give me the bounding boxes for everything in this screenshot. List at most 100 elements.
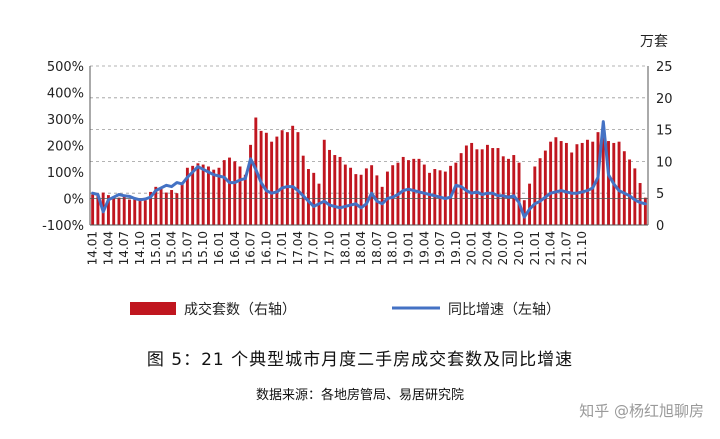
x-tick-label: 21.10 [575,231,589,265]
right-tick-label: 10 [656,155,673,170]
x-tick-label: 16.04 [228,231,242,265]
x-tick-label: 15.10 [196,231,210,265]
x-tick-label: 18.10 [386,231,400,265]
bar [296,132,300,225]
right-axis-unit: 万套 [640,34,668,50]
figure-caption: 图 5：21 个典型城市月度二手房成交套数及同比增速 [146,350,574,370]
bar [554,137,558,225]
x-tick-label: 18.01 [338,231,352,265]
bar [154,186,158,225]
grid-lines [90,65,648,194]
x-tick-label: 17.01 [275,231,289,265]
bar [264,132,268,225]
bar [349,167,353,225]
x-tick-label: 20.10 [512,231,526,265]
bar [307,169,310,225]
bar [491,148,495,225]
bar [622,151,626,225]
left-tick-label: 200% [47,140,84,155]
x-tick-label: 21.04 [544,231,558,265]
bar [164,192,168,225]
bar [533,166,537,225]
legend-bar-label: 成交套数（右轴） [184,301,296,318]
bar [559,141,563,225]
bar [496,148,500,225]
bar [338,156,342,225]
bar [122,197,126,225]
bar [206,166,210,225]
bar [280,130,284,225]
bar [528,183,532,225]
bar [143,200,147,225]
x-tick-label: 19.10 [449,231,463,265]
right-tick-label: 25 [656,60,673,75]
bar [328,149,331,225]
legend-bar-swatch [130,302,176,315]
bar [475,149,479,225]
bar [243,174,247,225]
bar [501,156,505,225]
bar [275,136,279,225]
bar [364,168,368,225]
bar [175,193,179,225]
bar [222,160,226,225]
bar [580,142,584,225]
x-tick-label: 17.04 [291,231,305,265]
x-tick-label: 18.07 [370,231,384,265]
bar [422,164,426,225]
x-tick-label: 20.04 [480,231,494,265]
bar [470,142,474,225]
bar [459,153,463,225]
x-tick-label: 14.10 [133,231,147,265]
bar [291,125,295,225]
bar [312,172,316,225]
bar [138,198,142,225]
bar [228,157,231,225]
bar [359,174,363,225]
legend-line-label: 同比增速（左轴） [448,302,560,318]
bar [522,200,526,225]
bar [464,145,468,225]
x-tick-label: 21.01 [528,231,542,265]
bar [391,165,395,225]
bar [185,167,189,225]
x-tick-label: 19.07 [433,231,447,265]
bar [96,195,100,225]
x-axis-ticks: 14.01 14.04 14.07 14.10 15.01 15.04 15.07 15.10… [86,231,590,265]
right-tick-label: 0 [656,219,664,234]
bar [91,194,95,225]
bar-series [91,117,647,225]
data-source: 数据来源：各地房管局、易居研究院 [255,388,464,403]
bar [322,139,326,225]
bar [249,144,253,225]
bar [564,142,568,225]
bar [128,199,131,225]
bar [270,141,274,225]
left-axis-ticks: -100% 0% 100% 200% 300% 400% 500% [42,60,84,234]
bar [570,152,574,225]
bar [633,168,637,225]
bar [643,197,647,225]
bar [301,155,305,225]
bar [407,160,410,225]
right-axis-ticks: 0 5 10 15 20 25 [656,60,673,234]
bar [212,169,216,225]
left-tick-label: 300% [47,113,84,128]
x-tick-label: 20.07 [496,231,510,265]
bar [259,130,263,225]
bar [517,162,521,225]
bar [586,139,589,225]
bar [149,191,152,225]
bar [354,174,358,225]
bar [428,172,431,225]
bar [549,141,553,225]
left-tick-label: 100% [47,166,84,181]
watermark: 知乎 @杨红旭聊房 [579,402,704,420]
x-tick-label: 17.10 [323,231,337,265]
x-tick-label: 14.07 [117,231,131,265]
x-tick-label: 14.04 [101,231,115,265]
right-tick-label: 15 [656,124,673,139]
x-tick-label: 17.07 [307,231,321,265]
x-tick-label: 15.07 [180,231,194,265]
x-tick-label: 16.07 [244,231,258,265]
